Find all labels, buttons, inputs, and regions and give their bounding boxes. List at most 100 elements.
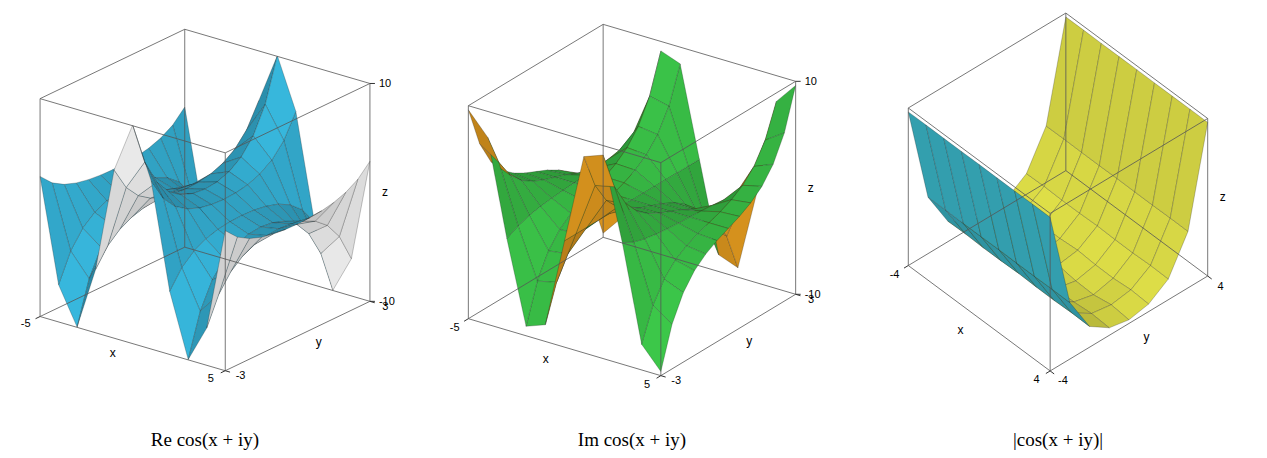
surface-patch — [315, 192, 346, 225]
tick-mark — [464, 319, 468, 322]
axis-box — [40, 29, 370, 370]
axis-line — [40, 247, 185, 316]
tick-label: 4 — [1033, 373, 1039, 385]
axis-title: x — [543, 352, 549, 366]
axis-line — [660, 163, 661, 376]
x-axis: -55x — [450, 319, 661, 390]
axis-line — [908, 108, 909, 266]
axis-title: y — [1144, 330, 1150, 344]
tick-mark — [225, 371, 230, 372]
surface-patch — [765, 85, 795, 140]
axis-line — [468, 319, 661, 376]
tick-mark — [36, 317, 41, 319]
axis-line — [603, 24, 604, 237]
tick-mark — [796, 294, 801, 295]
axis-line — [603, 237, 796, 294]
tick-mark — [370, 301, 375, 302]
axis-line — [225, 83, 370, 152]
axis-line — [369, 83, 370, 301]
axis-line — [185, 29, 370, 83]
axis-box — [468, 24, 795, 375]
axis-line — [40, 29, 185, 98]
tick-label: -10 — [805, 288, 821, 300]
axes: -55x-33y-1010z — [21, 77, 395, 383]
tick-mark — [370, 83, 375, 84]
tick-label: -10 — [379, 295, 395, 307]
surface-patch — [1052, 289, 1089, 326]
surface-patch — [754, 133, 784, 167]
axis-line — [795, 81, 796, 294]
tick-label: 4 — [1217, 280, 1223, 292]
surface-patch — [622, 242, 652, 344]
tick-label: 5 — [208, 372, 214, 384]
axis-title: z — [382, 185, 388, 199]
tick-mark — [221, 371, 226, 373]
surface-patch — [291, 211, 322, 224]
tick-label: 10 — [805, 75, 817, 87]
surface-panel: -44x-44yz|cos(x + iy)| — [890, 13, 1226, 451]
panel-title: Re cos(x + iy) — [151, 429, 259, 451]
surface-patch — [1032, 204, 1069, 302]
surface-patch — [255, 229, 286, 244]
y-axis: -33y — [661, 293, 814, 386]
axis-line — [661, 81, 796, 162]
surface-patch — [1170, 109, 1207, 231]
axis-line — [603, 24, 796, 81]
surface-patch — [40, 176, 71, 284]
axis-box — [908, 13, 1207, 371]
surface-patch — [507, 226, 537, 326]
figure: -55x-33y-1010zRe cos(x + iy)-55x-33y-101… — [0, 0, 1267, 458]
axis-line — [908, 266, 1050, 371]
axis-line — [40, 317, 225, 371]
surface-patch — [731, 185, 761, 203]
surface-patch — [151, 181, 182, 291]
surface-patch — [468, 110, 498, 162]
z-axis: -10 10 z — [796, 75, 821, 300]
tick-mark — [657, 376, 661, 379]
axis-title: x — [110, 346, 116, 360]
surface-patch — [545, 234, 575, 325]
axis-line — [908, 108, 1050, 213]
tick-label: -5 — [21, 317, 31, 329]
axis-title: y — [316, 335, 322, 349]
axis-line — [1050, 213, 1051, 371]
axis-line — [225, 153, 226, 371]
tick-mark — [1208, 276, 1212, 279]
axis-line — [185, 247, 370, 301]
tick-label: -4 — [890, 268, 900, 280]
surface-patch — [207, 231, 238, 328]
panel-title: |cos(x + iy)| — [1013, 429, 1103, 451]
axis-line — [40, 99, 41, 317]
axis-line — [908, 13, 1066, 108]
tick-label: -3 — [236, 369, 246, 381]
surface-patch — [114, 126, 145, 188]
axis-title: x — [957, 323, 963, 337]
surface — [908, 17, 1207, 328]
y-axis: -44y — [1050, 276, 1223, 386]
z-axis: z — [1220, 190, 1226, 204]
axis-line — [40, 99, 225, 153]
axis-line — [1207, 118, 1208, 276]
surface-patch — [743, 164, 773, 186]
surface-patch — [650, 51, 680, 106]
surface-patch — [133, 126, 163, 199]
tick-mark — [370, 301, 375, 302]
axis-line — [1066, 13, 1208, 118]
axis-line — [1066, 171, 1208, 276]
tick-mark — [1046, 371, 1050, 374]
axis-title: z — [808, 181, 814, 195]
axis-line — [468, 237, 603, 318]
y-axis: -33y — [225, 300, 388, 381]
axis-line — [468, 24, 603, 105]
axis-line — [468, 106, 661, 163]
axis-line — [1050, 276, 1208, 371]
axes: -55x-33y-1010z — [450, 75, 821, 390]
surface — [40, 56, 370, 359]
surface — [468, 51, 795, 372]
tick-mark — [796, 294, 801, 295]
axis-line — [661, 294, 796, 375]
surface-patch — [584, 155, 614, 187]
axis-line — [468, 106, 469, 319]
tick-label: 5 — [644, 378, 650, 390]
surface-panel: -55x-33y-1010zRe cos(x + iy) — [21, 29, 395, 451]
